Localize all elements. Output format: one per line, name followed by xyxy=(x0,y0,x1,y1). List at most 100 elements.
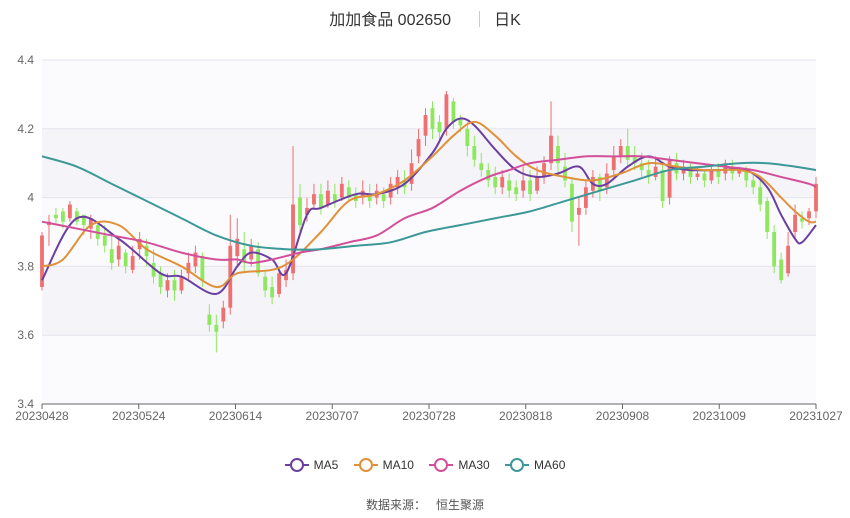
candle-body xyxy=(305,207,309,215)
candle-body xyxy=(423,115,428,136)
candle-body xyxy=(493,176,498,188)
candle-body xyxy=(597,176,602,191)
candle-body xyxy=(514,187,519,195)
candle-body xyxy=(109,249,114,263)
candle-body xyxy=(723,163,728,174)
x-tick-label: 20230707 xyxy=(306,409,360,423)
legend-label-ma60: MA60 xyxy=(534,458,566,472)
candle-body xyxy=(61,211,65,222)
title-separator xyxy=(479,11,481,27)
candle-body xyxy=(660,170,665,202)
candle-body xyxy=(116,245,121,260)
ma5-swatch xyxy=(284,458,309,472)
legend-label-ma30: MA30 xyxy=(458,458,490,472)
x-axis: 20230428 20230524 20230614 20230707 20230728… xyxy=(15,403,843,423)
candle-body xyxy=(263,276,268,291)
candle-body xyxy=(758,187,763,205)
legend-item-ma60[interactable]: MA60 xyxy=(505,458,565,472)
candle-body xyxy=(270,287,275,298)
candle-body xyxy=(235,238,240,257)
candle-body xyxy=(325,190,330,205)
candle-body xyxy=(40,235,44,288)
candle-body xyxy=(451,101,456,122)
candle-body xyxy=(339,183,344,198)
candle-body xyxy=(165,280,170,291)
candle-body xyxy=(772,232,777,267)
candle-body xyxy=(298,197,302,226)
candle-body xyxy=(542,163,546,177)
candle-body xyxy=(221,307,226,322)
candle-body xyxy=(207,314,212,325)
candle-body xyxy=(130,256,135,270)
candle-body xyxy=(172,280,177,291)
ma10-swatch xyxy=(353,458,378,472)
legend-item-ma5[interactable]: MA5 xyxy=(284,458,339,472)
candle-body xyxy=(256,249,261,274)
candle-body xyxy=(472,146,477,160)
candle-body xyxy=(744,170,749,181)
data-source: 数据来源： 恒生聚源 xyxy=(0,496,850,513)
candle-body xyxy=(458,118,463,126)
candle-body xyxy=(625,146,630,160)
candle-body xyxy=(381,194,386,202)
candle-body xyxy=(737,170,742,174)
chart-title: 加加食品 002650 日K xyxy=(0,6,850,30)
candle-body xyxy=(102,235,107,246)
candle-body xyxy=(653,166,658,177)
candle-body xyxy=(500,176,505,188)
candle-body xyxy=(570,183,574,222)
candle-body xyxy=(158,273,163,288)
candle-body xyxy=(186,262,191,274)
stock-name: 加加食品 002650 xyxy=(329,12,452,29)
candle-body xyxy=(214,324,219,332)
ma60-line xyxy=(41,155,817,251)
source-value: 恒生聚源 xyxy=(436,498,485,512)
grid-band xyxy=(42,60,816,129)
candle-body xyxy=(646,170,651,177)
legend-item-ma10[interactable]: MA10 xyxy=(353,458,414,472)
source-label: 数据来源： xyxy=(365,498,426,512)
x-tick-label: 20230614 xyxy=(209,409,263,423)
x-tick-label: 20230908 xyxy=(596,409,650,423)
kline-chart[interactable]: 3.4 3.6 3.8 4 4.2 4.4 20230428 20230524 2023061… xyxy=(0,0,850,440)
legend: MA5 MA10 MA30 MA60 xyxy=(0,458,850,475)
candle-body xyxy=(144,245,149,257)
candle-body xyxy=(409,163,414,184)
candle-body xyxy=(123,252,128,267)
candle-body xyxy=(814,183,818,212)
candlestick-series xyxy=(40,90,818,353)
candle-body xyxy=(632,156,637,164)
candle-body xyxy=(193,252,198,267)
legend-item-ma30[interactable]: MA30 xyxy=(429,458,490,472)
candle-body xyxy=(535,176,539,191)
ma30-swatch xyxy=(429,458,454,472)
y-tick-label: 4 xyxy=(27,191,34,205)
legend-label-ma5: MA5 xyxy=(313,458,339,472)
candle-body xyxy=(67,204,72,219)
grid-band xyxy=(42,335,816,404)
candle-body xyxy=(786,245,791,274)
candle-body xyxy=(716,170,721,177)
candle-body xyxy=(416,139,421,157)
candle-body xyxy=(611,156,616,171)
candle-body xyxy=(179,276,184,291)
candle-body xyxy=(346,187,351,198)
candle-body xyxy=(200,256,205,281)
candle-body xyxy=(242,249,247,263)
x-tick-label: 20231027 xyxy=(789,409,843,423)
candle-body xyxy=(618,146,623,157)
candle-body xyxy=(667,159,672,198)
candle-body xyxy=(151,262,156,277)
y-tick-label: 3.8 xyxy=(17,259,34,273)
candle-body xyxy=(437,121,442,133)
x-tick-label: 20230818 xyxy=(499,409,553,423)
grid-band xyxy=(42,266,816,336)
candle-body xyxy=(807,211,811,219)
period-label[interactable]: 日K xyxy=(494,12,521,29)
legend-label-ma10: MA10 xyxy=(382,458,414,472)
candle-body xyxy=(688,166,693,177)
candle-body xyxy=(702,173,707,181)
candle-body xyxy=(577,207,581,215)
candle-body xyxy=(549,135,553,164)
y-axis: 3.4 3.6 3.8 4 4.2 4.4 xyxy=(17,53,34,411)
